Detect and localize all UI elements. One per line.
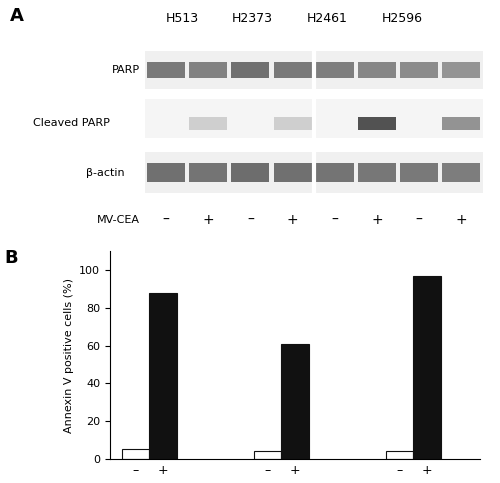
Text: β-actin: β-actin [86, 168, 125, 178]
Text: –: – [416, 213, 422, 227]
Bar [400, 163, 438, 182]
Bar [386, 451, 413, 459]
Bar [150, 293, 177, 459]
Text: H2373: H2373 [232, 12, 273, 25]
Text: +: + [371, 213, 383, 227]
Text: H513: H513 [166, 12, 199, 25]
Text: H2596: H2596 [382, 12, 423, 25]
Bar [274, 163, 312, 182]
Bar [145, 51, 482, 89]
Bar [145, 152, 482, 193]
Bar [316, 62, 354, 78]
Bar [400, 62, 438, 78]
Text: H2461: H2461 [307, 12, 348, 25]
Bar [442, 163, 480, 182]
Bar [145, 99, 482, 138]
Bar [232, 163, 270, 182]
Text: B: B [4, 249, 18, 267]
Bar [316, 163, 354, 182]
Text: –: – [247, 213, 254, 227]
Bar [282, 344, 308, 459]
Text: +: + [287, 213, 298, 227]
Bar [274, 116, 312, 130]
Bar [147, 62, 185, 78]
Text: Cleaved PARP: Cleaved PARP [33, 118, 110, 128]
Text: PARP: PARP [112, 65, 140, 75]
Text: MV-CEA: MV-CEA [97, 215, 140, 225]
Y-axis label: Annexin V positive cells (%): Annexin V positive cells (%) [64, 278, 74, 432]
Text: +: + [456, 213, 467, 227]
Bar [122, 449, 150, 459]
Bar [358, 62, 396, 78]
Bar [232, 62, 270, 78]
Bar [274, 62, 312, 78]
Bar [442, 116, 480, 130]
Bar [442, 62, 480, 78]
Text: A: A [10, 7, 24, 25]
Text: –: – [332, 213, 338, 227]
Bar [358, 116, 396, 130]
Bar [358, 163, 396, 182]
Bar [147, 163, 185, 182]
Text: +: + [202, 213, 214, 227]
Text: –: – [162, 213, 170, 227]
Bar [413, 276, 440, 459]
Bar [190, 62, 228, 78]
Bar [190, 163, 228, 182]
Bar [254, 451, 281, 459]
Bar [190, 116, 228, 130]
